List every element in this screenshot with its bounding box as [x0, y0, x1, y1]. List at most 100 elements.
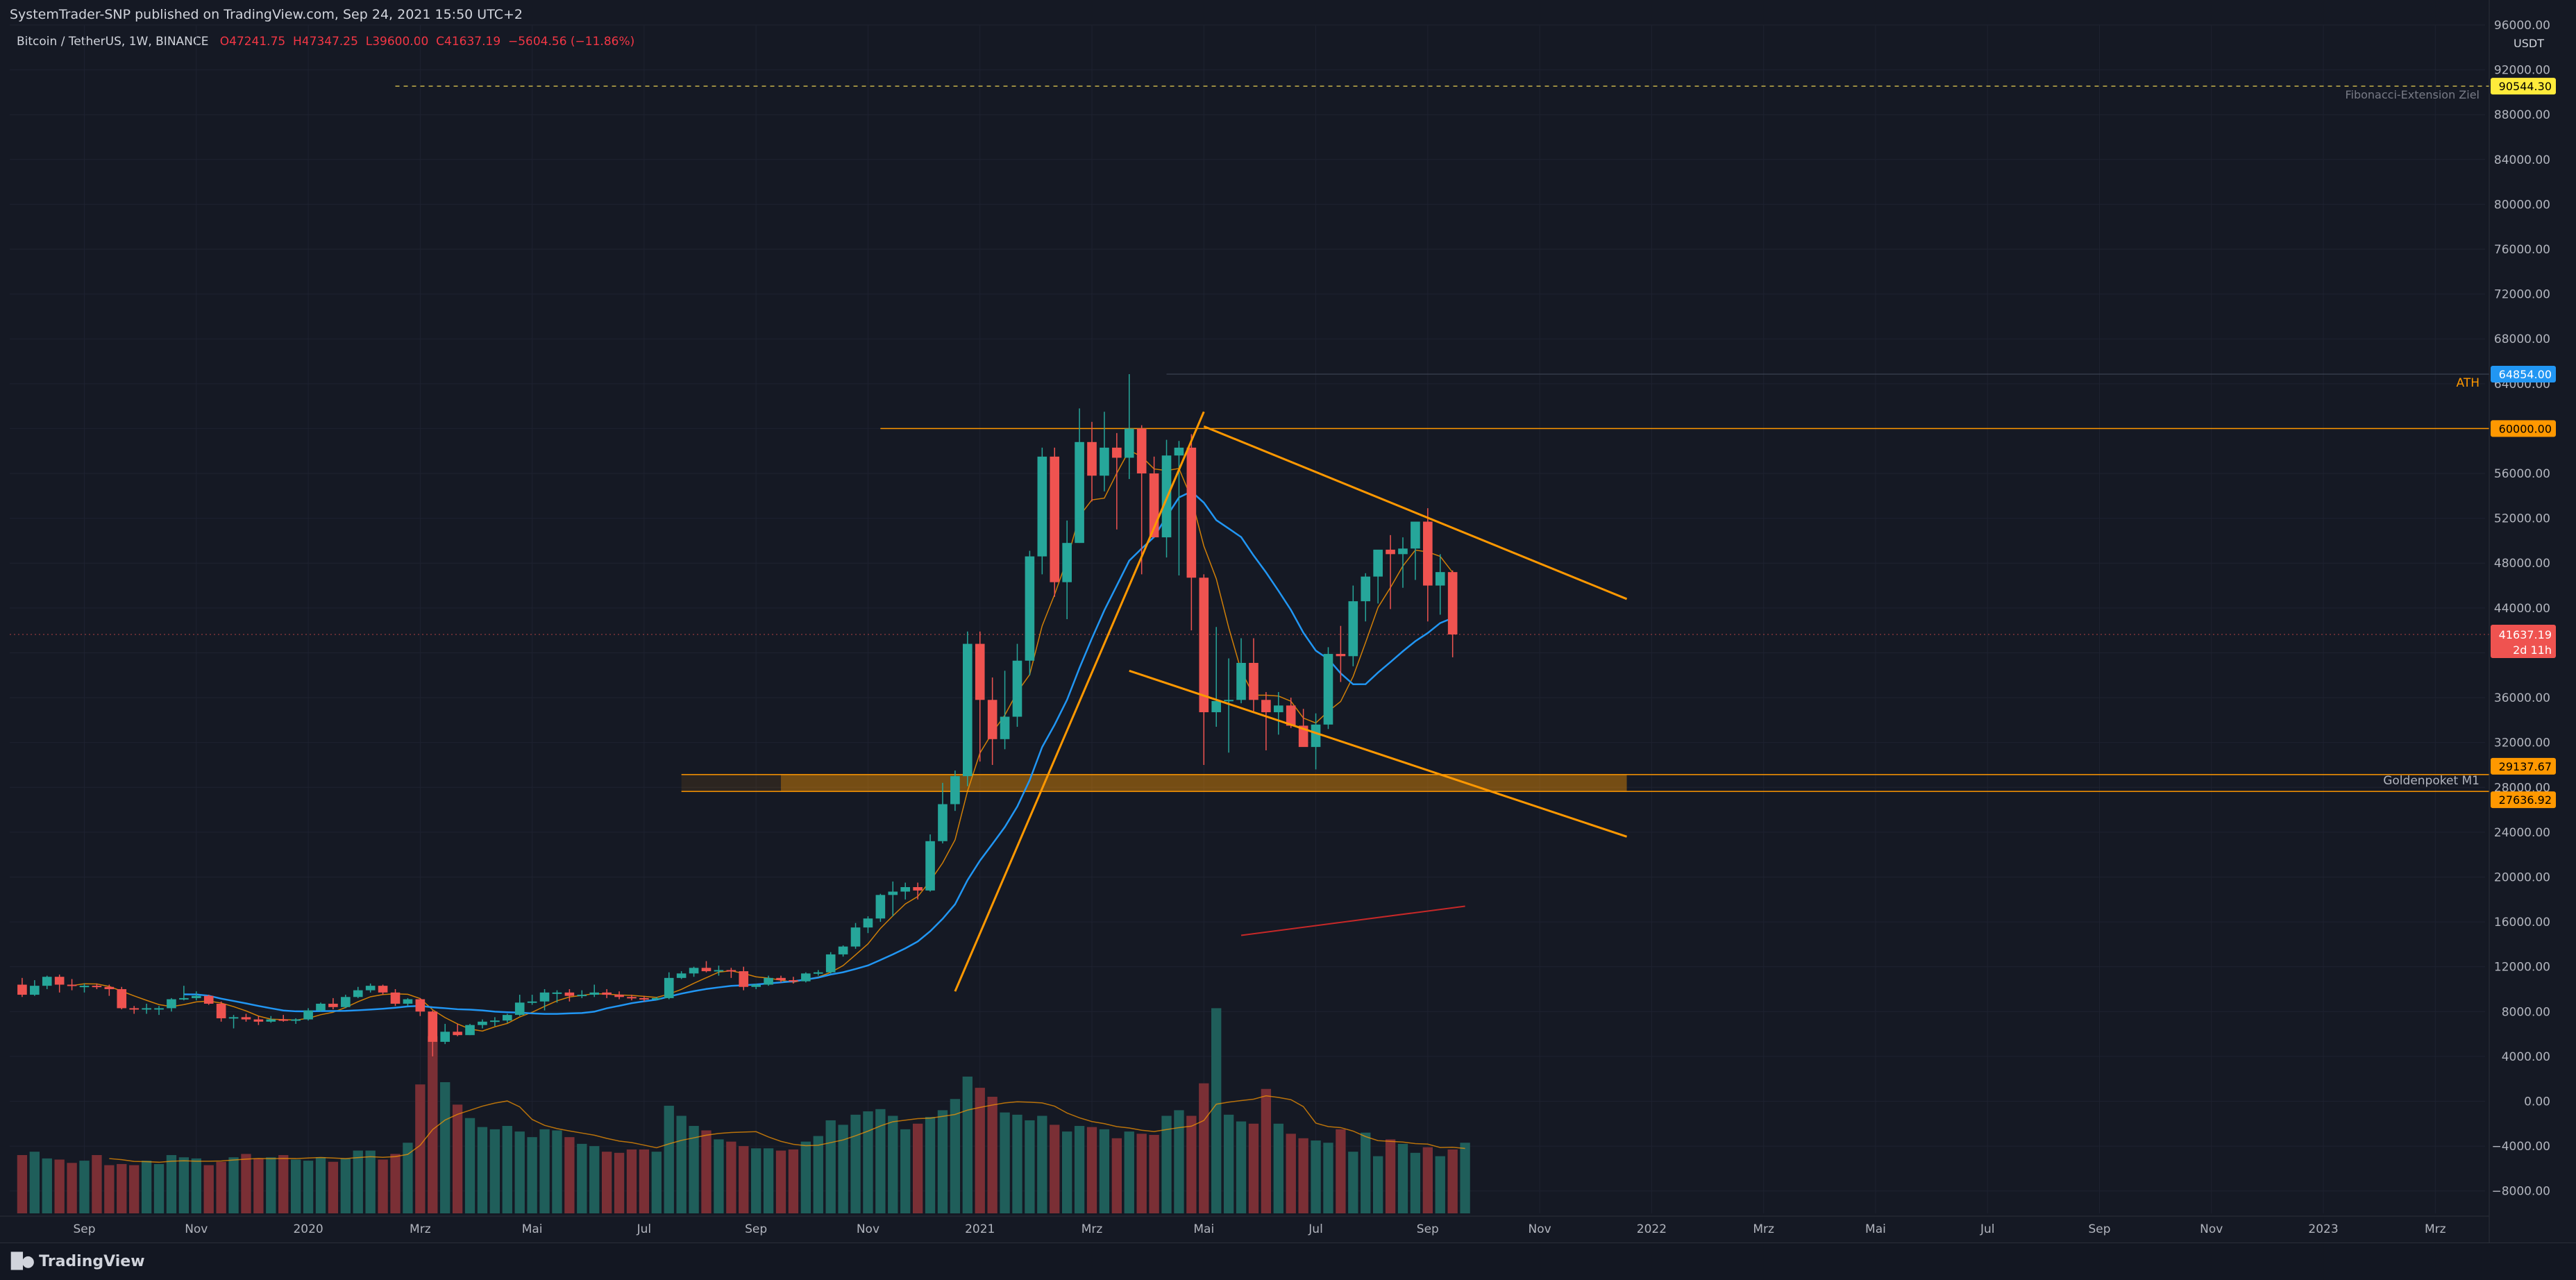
chart-grid	[10, 24, 2485, 1213]
time-tick-label-16: Mai	[1865, 1222, 1886, 1236]
volume-bar	[552, 1130, 562, 1213]
candle-body	[378, 986, 388, 993]
volume-bar	[340, 1158, 351, 1213]
goldenpocket-zone	[781, 774, 1627, 792]
volume-bar	[141, 1161, 152, 1213]
price-chart[interactable]: Fibonacci-Extension Ziel ATH Goldenpoket M…	[0, 0, 2576, 1243]
candle-body	[117, 988, 127, 1009]
volume-bar	[1361, 1132, 1371, 1213]
time-tick-label-7: Nov	[857, 1222, 879, 1236]
candles-layer	[17, 374, 1458, 1056]
volume-bar	[1111, 1138, 1122, 1213]
volume-bar	[203, 1165, 214, 1213]
candle-body	[938, 804, 948, 841]
candle-body	[191, 995, 201, 998]
volume-bar	[962, 1076, 973, 1213]
tradingview-logo-icon: █●	[11, 1253, 35, 1270]
candle-body	[216, 1003, 226, 1018]
price-tick-label-8: 24000.00	[2494, 826, 2550, 840]
candle-body	[652, 997, 662, 1000]
candle-body	[614, 995, 624, 997]
candle-body	[92, 986, 102, 988]
zone-layer	[10, 85, 2489, 792]
candle-body	[1199, 578, 1209, 713]
price-tick-label-16: 56000.00	[2494, 467, 2550, 481]
time-tick-label-5: Jul	[637, 1222, 652, 1236]
volume-bar	[1099, 1129, 1110, 1213]
price-tick-label-7: 20000.00	[2494, 870, 2550, 884]
ma-fast-line	[71, 449, 1454, 1032]
volume-bar	[589, 1146, 600, 1213]
symbol-name: Bitcoin / TetherUS, 1W, BINANCE	[17, 35, 209, 49]
candle-body	[1386, 549, 1395, 555]
volume-bar	[216, 1161, 226, 1213]
candle-body	[353, 990, 363, 997]
volume-bar	[178, 1157, 190, 1213]
candle-body	[154, 1008, 164, 1010]
candle-body	[1298, 725, 1308, 748]
candle-body	[1050, 456, 1060, 582]
time-tick-label-11: Jul	[1308, 1222, 1323, 1236]
candle-body	[627, 997, 637, 999]
volume-bar	[825, 1120, 836, 1213]
volume-bar	[1410, 1152, 1421, 1213]
volume-bar	[378, 1159, 388, 1213]
volume-bar	[601, 1152, 612, 1213]
time-axis[interactable]: Sep Nov 2020 Mrz Mai Jul Sep Nov 2021 Mrz Mai Jul Se…	[0, 1215, 2489, 1236]
time-tick-label-14: 2022	[1637, 1222, 1667, 1236]
volume-bar	[775, 1150, 786, 1213]
volume-bar	[863, 1111, 873, 1213]
price-tick-label-24: 88000.00	[2494, 108, 2550, 122]
volume-bar	[1385, 1139, 1396, 1213]
volume-bar	[1050, 1125, 1060, 1213]
candle-body	[664, 977, 674, 998]
volume-bar	[539, 1129, 550, 1213]
tradingview-logo[interactable]: █● TradingView	[11, 1253, 145, 1270]
candle-body	[975, 643, 985, 700]
candle-body	[589, 992, 600, 995]
price-axis[interactable]: −8000.00 −4000.00 0.00 4000.00 8000.00 12000.…	[2489, 0, 2576, 1243]
candle-body	[1062, 543, 1072, 582]
volume-bar	[464, 1118, 475, 1213]
candle-body	[701, 968, 712, 972]
price-label-1: 64854.00	[2499, 368, 2552, 381]
volume-bar	[1086, 1127, 1097, 1213]
price-tick-label-2: 0.00	[2524, 1095, 2550, 1109]
candle-body	[30, 986, 40, 995]
volume-bar	[751, 1148, 761, 1213]
candle-body	[850, 927, 861, 947]
candle-body	[17, 984, 27, 995]
volume-bar	[1199, 1083, 1209, 1213]
volume-bar	[1298, 1138, 1308, 1213]
time-tick-label-21: Mrz	[2425, 1222, 2446, 1236]
candle-body	[1373, 549, 1383, 577]
price-tick-label-10: 32000.00	[2494, 736, 2550, 750]
candle-body	[863, 918, 873, 928]
candle-body	[203, 995, 214, 1004]
volume-bar	[390, 1154, 401, 1213]
candle-body	[1261, 700, 1271, 713]
candle-body	[1000, 716, 1010, 739]
candle-body	[142, 1008, 151, 1010]
volume-bar	[1124, 1131, 1134, 1213]
candle-body	[1286, 705, 1296, 726]
candle-body	[689, 968, 699, 974]
brand-label: TradingView	[39, 1253, 145, 1270]
price-label-bg-2	[2491, 420, 2556, 437]
volume-bar	[1061, 1131, 1072, 1213]
volume-bar	[104, 1165, 115, 1213]
volume-bar	[664, 1105, 674, 1213]
volume-bar	[888, 1115, 898, 1213]
price-tick-label-23: 84000.00	[2494, 153, 2550, 167]
price-label-5: 27636.92	[2499, 793, 2552, 807]
volume-bar	[253, 1158, 264, 1213]
volume-bar	[42, 1158, 52, 1213]
candle-body	[415, 999, 426, 1012]
candle-body	[1323, 654, 1333, 725]
volume-bar	[92, 1155, 102, 1213]
price-label-0: 90544.30	[2499, 80, 2552, 93]
candle-body	[390, 992, 401, 1004]
volume-bar	[129, 1165, 140, 1213]
ohlc-close: C41637.19	[436, 35, 501, 49]
candle-body	[776, 977, 786, 981]
